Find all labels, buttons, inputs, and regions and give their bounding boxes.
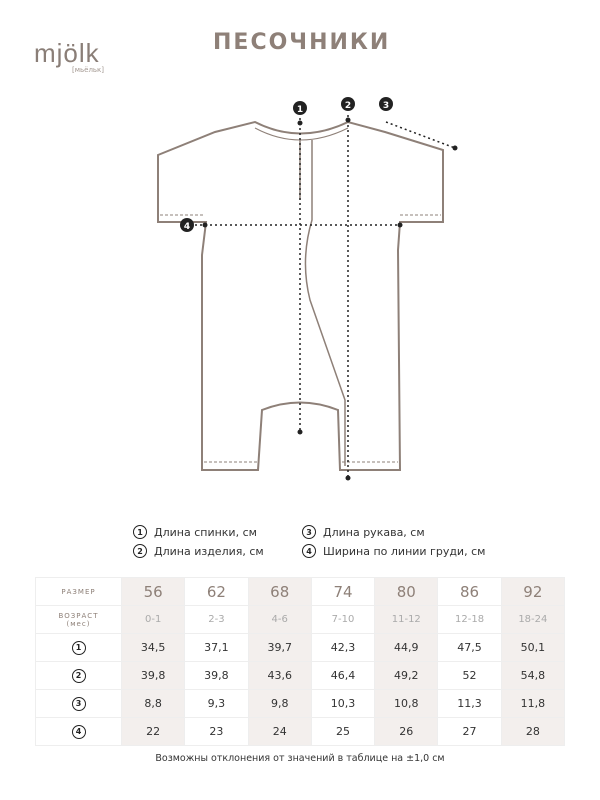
size-cell: 92: [500, 577, 566, 606]
value-cell: 34,5: [120, 633, 186, 662]
value-cell: 8,8: [120, 689, 186, 718]
legend-label: Длина рукава, см: [323, 525, 425, 539]
number-3-icon: 3: [302, 525, 316, 539]
page-title: ПЕСОЧНИКИ: [213, 30, 391, 55]
size-cell: 56: [120, 577, 186, 606]
legend-item-3: 3 Длина рукава, см: [302, 525, 425, 539]
value-cell: 23: [184, 717, 249, 746]
size-cell: 86: [437, 577, 502, 606]
size-cell: 68: [247, 577, 312, 606]
age-cell: 12-18: [437, 605, 502, 634]
value-cell: 44,9: [374, 633, 439, 662]
marker-1: 1: [293, 101, 307, 115]
value-cell: 37,1: [184, 633, 249, 662]
value-cell: 39,8: [120, 661, 186, 690]
value-cell: 47,5: [437, 633, 502, 662]
age-unit: (мес): [66, 619, 91, 628]
measure-row-1: 1 34,5 37,1 39,7 42,3 44,9 47,5 50,1: [35, 633, 566, 662]
value-cell: 9,3: [184, 689, 249, 718]
measure-points: [202, 117, 458, 481]
value-cell: 27: [437, 717, 502, 746]
age-label-text: ВОЗРАСТ: [58, 611, 99, 620]
value-cell: 54,8: [500, 661, 566, 690]
number-4-icon: 4: [302, 544, 316, 558]
svg-text:1: 1: [297, 105, 303, 115]
number-1-icon: 1: [71, 640, 86, 655]
row-marker: 1: [35, 633, 122, 662]
value-cell: 10,8: [374, 689, 439, 718]
value-cell: 46,4: [310, 661, 376, 690]
legend-item-4: 4 Ширина по линии груди, см: [302, 544, 485, 558]
number-4-icon: 4: [71, 724, 86, 739]
number-3-icon: 3: [71, 696, 86, 711]
romper-diagram: 1 2 3 4: [157, 97, 458, 481]
size-row: РАЗМЕР 56 62 68 74 80 86 92: [35, 577, 566, 606]
value-cell: 26: [374, 717, 439, 746]
marker-3: 3: [379, 97, 393, 111]
age-cell: 7-10: [310, 605, 376, 634]
legend-label: Ширина по линии груди, см: [323, 544, 486, 558]
value-cell: 11,3: [437, 689, 502, 718]
age-label: ВОЗРАСТ (мес): [35, 605, 122, 634]
number-2-icon: 2: [71, 668, 86, 683]
brand-logo: mjölk: [34, 38, 100, 68]
value-cell: 25: [310, 717, 376, 746]
age-cell: 18-24: [500, 605, 566, 634]
value-cell: 28: [500, 717, 566, 746]
size-label: РАЗМЕР: [35, 577, 122, 606]
age-cell: 2-3: [184, 605, 249, 634]
tolerance-note: Возможны отклонения от значений в таблиц…: [155, 753, 445, 764]
number-2-icon: 2: [133, 544, 147, 558]
value-cell: 24: [247, 717, 312, 746]
svg-text:2: 2: [345, 101, 351, 111]
value-cell: 42,3: [310, 633, 376, 662]
value-cell: 39,8: [184, 661, 249, 690]
svg-text:3: 3: [383, 101, 389, 111]
number-1-icon: 1: [133, 525, 147, 539]
value-cell: 49,2: [374, 661, 439, 690]
value-cell: 22: [120, 717, 186, 746]
value-cell: 43,6: [247, 661, 312, 690]
row-marker: 4: [35, 717, 122, 746]
value-cell: 9,8: [247, 689, 312, 718]
value-cell: 39,7: [247, 633, 312, 662]
measure-lines: [195, 115, 456, 478]
brand-logo-sub: [мьёльк]: [72, 66, 105, 74]
age-cell: 4-6: [247, 605, 312, 634]
row-marker: 2: [35, 661, 122, 690]
legend-item-1: 1 Длина спинки, см: [133, 525, 257, 539]
value-cell: 10,3: [310, 689, 376, 718]
age-cell: 0-1: [120, 605, 186, 634]
legend-item-2: 2 Длина изделия, см: [133, 544, 264, 558]
value-cell: 11,8: [500, 689, 566, 718]
age-row: ВОЗРАСТ (мес) 0-1 2-3 4-6 7-10 11-12 12-1…: [35, 605, 566, 634]
legend-label: Длина спинки, см: [154, 525, 257, 539]
size-table: РАЗМЕР 56 62 68 74 80 86 92 ВОЗРАСТ (мес)…: [35, 577, 566, 746]
measure-row-2: 2 39,8 39,8 43,6 46,4 49,2 52 54,8: [35, 661, 566, 690]
size-cell: 62: [184, 577, 249, 606]
marker-2: 2: [341, 97, 355, 111]
legend-label: Длина изделия, см: [154, 544, 264, 558]
measure-row-4: 4 22 23 24 25 26 27 28: [35, 717, 566, 746]
measure-row-3: 3 8,8 9,3 9,8 10,3 10,8 11,3 11,8: [35, 689, 566, 718]
marker-4: 4: [180, 218, 194, 232]
age-cell: 11-12: [374, 605, 439, 634]
svg-text:4: 4: [184, 222, 190, 232]
value-cell: 52: [437, 661, 502, 690]
size-cell: 74: [310, 577, 376, 606]
row-marker: 3: [35, 689, 122, 718]
size-cell: 80: [374, 577, 439, 606]
value-cell: 50,1: [500, 633, 566, 662]
